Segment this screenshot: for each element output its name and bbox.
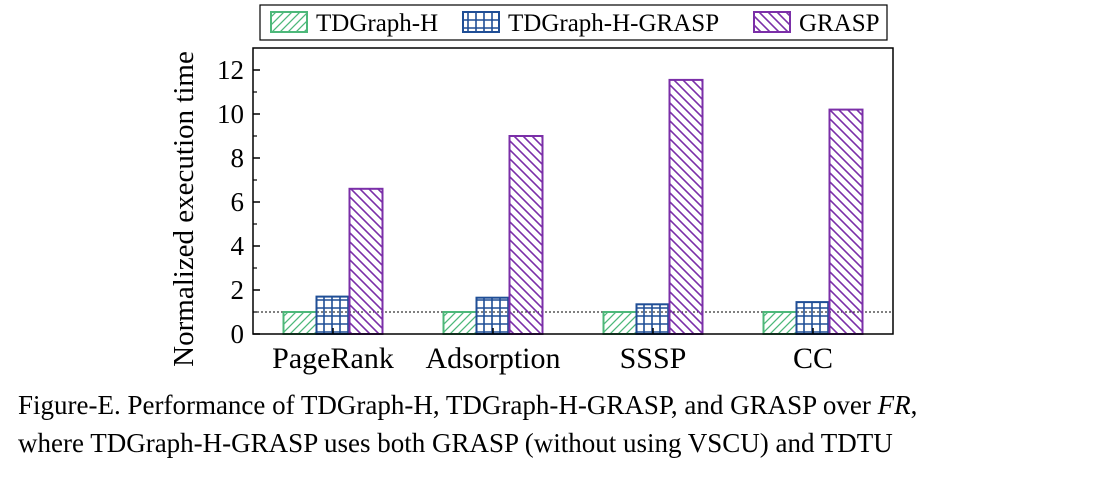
plot-frame bbox=[252, 47, 894, 335]
bar-chart: PageRank Adsorption SSSP CC 0 2 4 6 8 10 12 Normali… bbox=[168, 4, 894, 375]
caption-suffix: , bbox=[910, 390, 918, 420]
legend: TDGraph-H TDGraph-H-GRASP GRASP bbox=[259, 4, 888, 41]
bar bbox=[602, 311, 638, 335]
bar bbox=[348, 187, 384, 335]
bar bbox=[668, 78, 704, 336]
x-tick-label: PageRank bbox=[272, 342, 394, 375]
legend-label: TDGraph-H bbox=[316, 10, 438, 37]
x-tick-label: Adsorption bbox=[426, 342, 561, 375]
legend-swatch bbox=[753, 11, 791, 33]
legend-label: GRASP bbox=[799, 10, 880, 37]
y-tick-label: 12 bbox=[217, 55, 244, 85]
legend-swatch bbox=[462, 11, 500, 33]
x-tick-label: CC bbox=[793, 342, 833, 375]
y-tick-label: 10 bbox=[217, 99, 244, 129]
bar bbox=[828, 108, 864, 335]
caption-line-1: Figure-E. Performance of TDGraph-H, TDGr… bbox=[18, 386, 1108, 424]
bar bbox=[442, 311, 478, 335]
y-tick-label: 6 bbox=[231, 187, 245, 217]
caption-line-2: where TDGraph-H-GRASP uses both GRASP (w… bbox=[18, 428, 893, 458]
x-tick-label: SSSP bbox=[620, 342, 687, 375]
legend-swatch bbox=[270, 11, 308, 33]
bar bbox=[762, 311, 798, 335]
caption-dataset: FR bbox=[877, 390, 911, 420]
y-tick-label: 2 bbox=[231, 275, 245, 305]
y-axis-label: Normalized execution time bbox=[168, 51, 200, 367]
bar bbox=[282, 311, 318, 335]
legend-label: TDGraph-H-GRASP bbox=[508, 10, 719, 37]
y-tick-label: 4 bbox=[231, 231, 245, 261]
y-tick-label: 8 bbox=[231, 143, 245, 173]
figure-caption: Figure-E. Performance of TDGraph-H, TDGr… bbox=[18, 386, 1108, 462]
caption-prefix: Figure-E. Performance of TDGraph-H, TDGr… bbox=[18, 390, 878, 420]
bar bbox=[508, 135, 544, 335]
y-tick-label: 0 bbox=[231, 319, 245, 349]
